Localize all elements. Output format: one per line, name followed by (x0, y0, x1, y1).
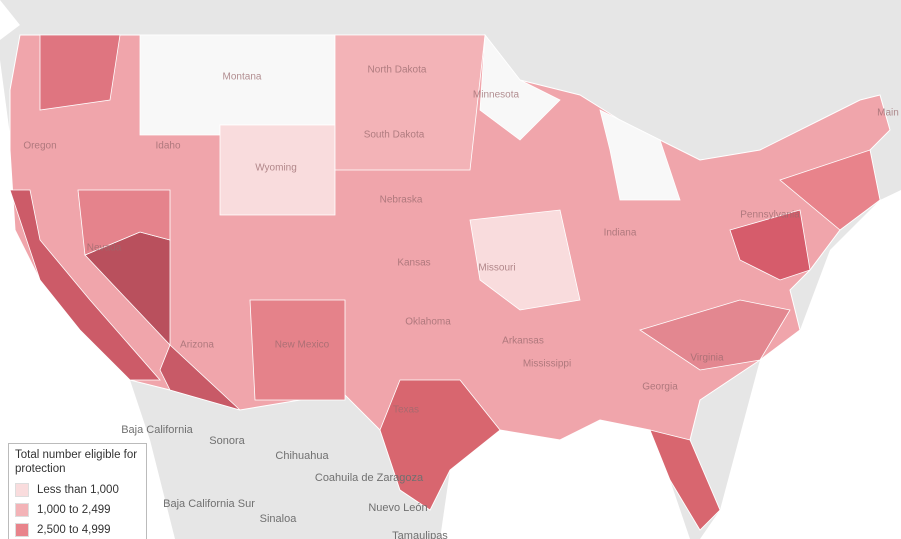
state-label: Missouri (478, 263, 515, 274)
state-label: New Mexico (275, 340, 330, 351)
region (469, 209, 581, 311)
state-label: Montana (223, 72, 262, 83)
region (599, 109, 681, 201)
state-label: Main (877, 108, 899, 119)
region-label: Coahuila de Zaragoza (315, 472, 424, 484)
state-label: South Dakota (364, 130, 425, 141)
region (779, 149, 881, 231)
region-label: Tamaulipas (392, 530, 448, 539)
legend-swatch (15, 483, 29, 497)
state-label: Arizona (180, 340, 214, 351)
legend-item: 2,500 to 4,999 (15, 520, 140, 539)
legend-item: Less than 1,000 (15, 480, 140, 500)
state-label: North Dakota (368, 65, 427, 76)
state-label: Virginia (690, 353, 724, 364)
state-label: Texas (393, 405, 419, 416)
region (334, 34, 486, 171)
region-label: Baja California Sur (163, 498, 255, 510)
region-label: Sinaloa (260, 513, 298, 525)
legend-swatch (15, 503, 29, 517)
state-label: Minnesota (473, 90, 520, 101)
region (639, 299, 791, 371)
pacific-ocean (0, 60, 175, 539)
legend-label: Less than 1,000 (37, 484, 119, 496)
legend-item: 1,000 to 2,499 (15, 500, 140, 520)
region (479, 33, 561, 141)
region (77, 189, 171, 256)
region (249, 299, 346, 401)
regions (9, 33, 881, 531)
gulf-of-mexico (440, 420, 690, 539)
labels: Montana North Dakota Minnesota South Dakota… (23, 65, 899, 539)
state-label: Mississippi (523, 359, 571, 370)
state-label: Pennsylvania (740, 210, 800, 221)
region-label: Sonora (209, 435, 245, 447)
state-label: Nevada (87, 243, 122, 254)
state-label: Wyoming (255, 163, 297, 174)
region (729, 209, 811, 281)
state-label: Idaho (155, 141, 180, 152)
state-label: Nebraska (380, 195, 423, 206)
state-label: Oklahoma (405, 317, 451, 328)
state-label: Oregon (23, 141, 56, 152)
region (39, 34, 121, 111)
region-label: Baja California (121, 424, 193, 436)
legend-title: Total number eligible for protection (15, 449, 138, 475)
region (649, 429, 721, 531)
legend-swatch (15, 523, 29, 537)
region-label: Nuevo León (368, 502, 427, 514)
legend: Total number eligible for protection Les… (8, 443, 147, 539)
atlantic-ocean (700, 190, 901, 539)
state-label: Kansas (397, 258, 430, 269)
state-label: Arkansas (502, 336, 544, 347)
state-label: Indiana (604, 228, 637, 239)
legend-label: 2,500 to 4,999 (37, 524, 111, 536)
region (219, 124, 336, 216)
legend-label: 1,000 to 2,499 (37, 504, 111, 516)
region (139, 34, 336, 136)
region (9, 189, 161, 381)
state-label: Georgia (642, 382, 678, 393)
region (379, 379, 501, 511)
ocean (0, 0, 20, 40)
region-label: Chihuahua (275, 450, 329, 462)
region (159, 344, 241, 411)
